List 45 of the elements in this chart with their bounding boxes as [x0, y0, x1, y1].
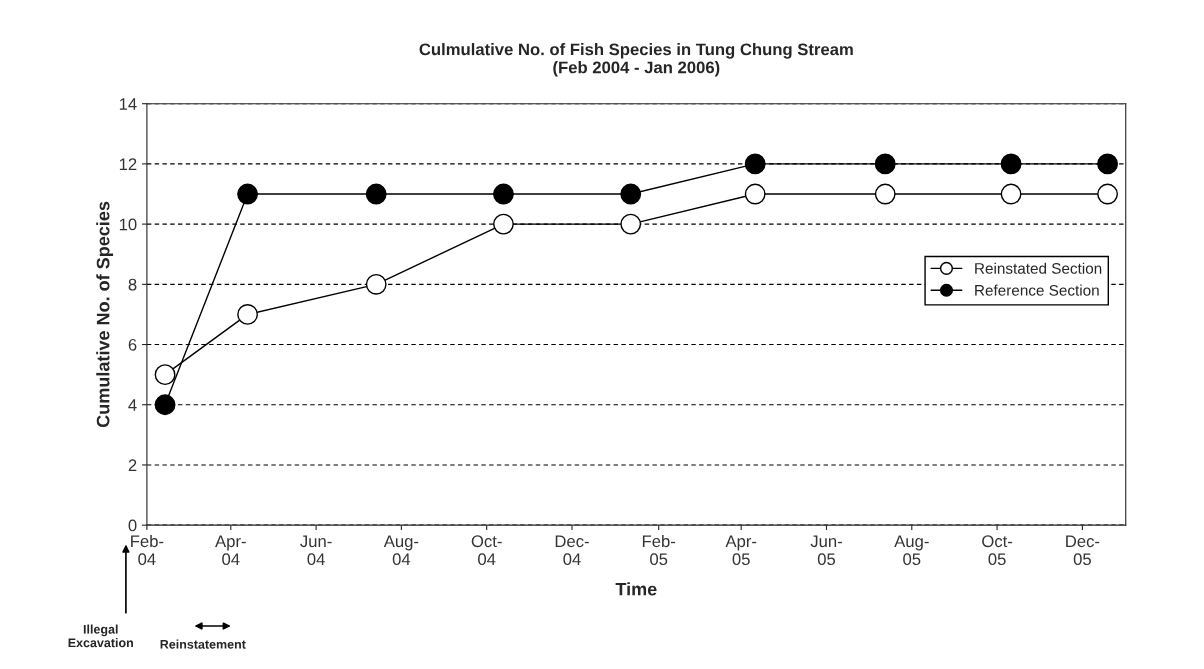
point — [620, 183, 642, 205]
point — [365, 273, 387, 295]
point — [1000, 183, 1022, 205]
y-tick-label: 0 — [128, 519, 137, 532]
x-tick-label: Dec- 05 — [1066, 535, 1100, 566]
point — [1097, 153, 1118, 175]
point — [237, 304, 258, 325]
y-tick-label: 4 — [128, 399, 137, 411]
x-tick-label: Feb- 04 — [131, 534, 164, 566]
point — [493, 183, 514, 205]
legend-label: Reinstated Section — [975, 262, 1102, 274]
x-tick-label: Jun- 04 — [300, 535, 332, 566]
x-tick-label: Dec- 04 — [555, 535, 589, 566]
x-tick-label: Feb- 05 — [642, 534, 676, 566]
text: Reinstatement — [160, 639, 246, 649]
point — [874, 153, 896, 175]
point — [154, 364, 176, 386]
point — [744, 153, 766, 175]
point — [1097, 183, 1118, 205]
point — [237, 183, 258, 205]
x-tick-label: Aug- 04 — [383, 535, 419, 566]
y-tick-label: 12 — [119, 158, 137, 170]
point — [1000, 153, 1022, 175]
chart-title: Culmulative No. of Fish Species in Tung Chung Stream (Feb 2004 - Jan 2006) — [419, 43, 853, 77]
point — [493, 213, 514, 235]
y-tick-label: 10 — [119, 218, 137, 231]
y-tick-label: 2 — [128, 459, 137, 471]
x-tick-label: Jun- 05 — [810, 535, 842, 566]
point — [620, 213, 642, 235]
x-tick-label: Apr- 05 — [725, 535, 757, 566]
y-tick-label: 8 — [128, 278, 137, 291]
x-tick-label: Aug- 05 — [894, 535, 929, 566]
text: Illegal Excavation — [68, 624, 133, 648]
y-tick-label: 14 — [119, 98, 137, 110]
point — [874, 183, 896, 205]
x-tick-label: Apr- 04 — [215, 535, 246, 566]
legend-label: Reference Section — [975, 284, 1099, 296]
y-axis-title: Cumulative No. of Species — [96, 201, 114, 428]
point — [154, 394, 176, 416]
y-tick-label: 6 — [128, 338, 137, 351]
point — [744, 183, 766, 205]
point — [365, 183, 387, 205]
x-axis-title: Time — [615, 582, 657, 596]
x-tick-label: Oct- 05 — [982, 535, 1013, 566]
x-tick-label: Oct- 04 — [471, 535, 502, 566]
